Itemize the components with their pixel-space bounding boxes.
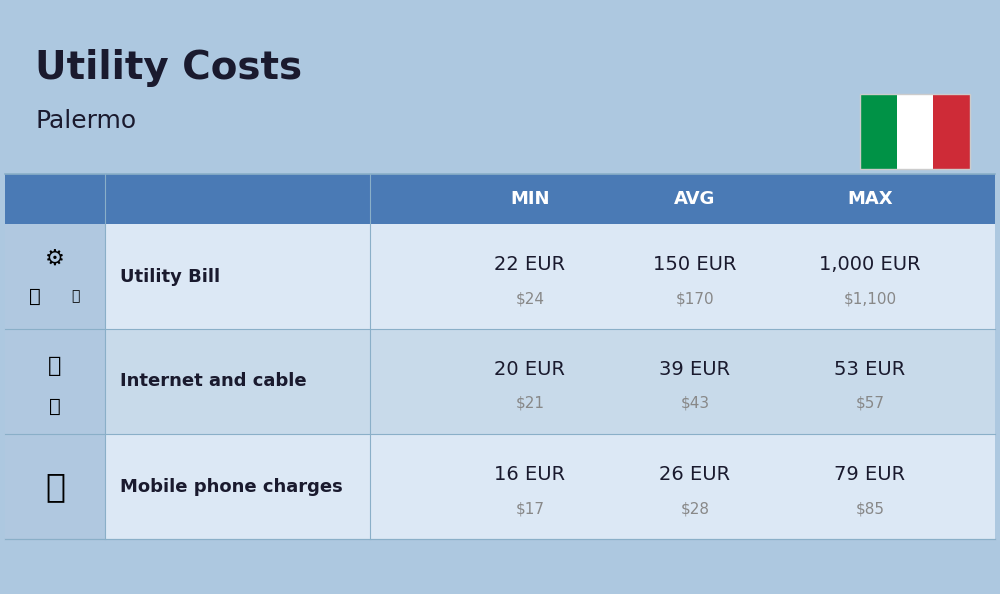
Bar — [5, 224, 105, 329]
Text: $85: $85 — [855, 501, 884, 516]
Text: MIN: MIN — [510, 190, 550, 208]
Text: 22 EUR: 22 EUR — [494, 255, 566, 274]
Bar — [5, 174, 995, 224]
Text: ⚙️: ⚙️ — [45, 248, 65, 268]
Text: $43: $43 — [680, 396, 710, 411]
Text: 79 EUR: 79 EUR — [834, 465, 906, 484]
Text: 📱: 📱 — [71, 289, 79, 304]
Text: 1,000 EUR: 1,000 EUR — [819, 255, 921, 274]
Text: $21: $21 — [516, 396, 544, 411]
Text: 📱: 📱 — [45, 470, 65, 503]
Text: Utility Bill: Utility Bill — [120, 267, 220, 286]
Bar — [860, 94, 970, 169]
Bar — [897, 94, 933, 169]
Text: Utility Costs: Utility Costs — [35, 49, 302, 87]
Text: $24: $24 — [516, 291, 544, 306]
Bar — [5, 329, 105, 434]
Text: 20 EUR: 20 EUR — [494, 360, 566, 379]
Bar — [5, 224, 995, 329]
Bar — [5, 174, 105, 224]
Bar — [5, 434, 105, 539]
Text: Palermo: Palermo — [35, 109, 136, 133]
Text: 📶: 📶 — [48, 356, 62, 377]
Text: 150 EUR: 150 EUR — [653, 255, 737, 274]
Text: AVG: AVG — [674, 190, 716, 208]
Text: $1,100: $1,100 — [843, 291, 897, 306]
Text: 16 EUR: 16 EUR — [494, 465, 566, 484]
Bar — [860, 94, 897, 169]
Bar — [5, 434, 995, 539]
Bar — [933, 94, 970, 169]
Text: 53 EUR: 53 EUR — [834, 360, 906, 379]
Text: $17: $17 — [516, 501, 544, 516]
Text: 26 EUR: 26 EUR — [659, 465, 731, 484]
Text: 🖨️: 🖨️ — [49, 397, 61, 416]
Text: 39 EUR: 39 EUR — [659, 360, 731, 379]
Text: $28: $28 — [680, 501, 710, 516]
Bar — [5, 329, 995, 434]
Text: $170: $170 — [676, 291, 714, 306]
Text: $57: $57 — [855, 396, 884, 411]
Text: MAX: MAX — [847, 190, 893, 208]
Text: Mobile phone charges: Mobile phone charges — [120, 478, 343, 495]
Text: 🔌: 🔌 — [29, 287, 41, 306]
Text: Internet and cable: Internet and cable — [120, 372, 307, 390]
